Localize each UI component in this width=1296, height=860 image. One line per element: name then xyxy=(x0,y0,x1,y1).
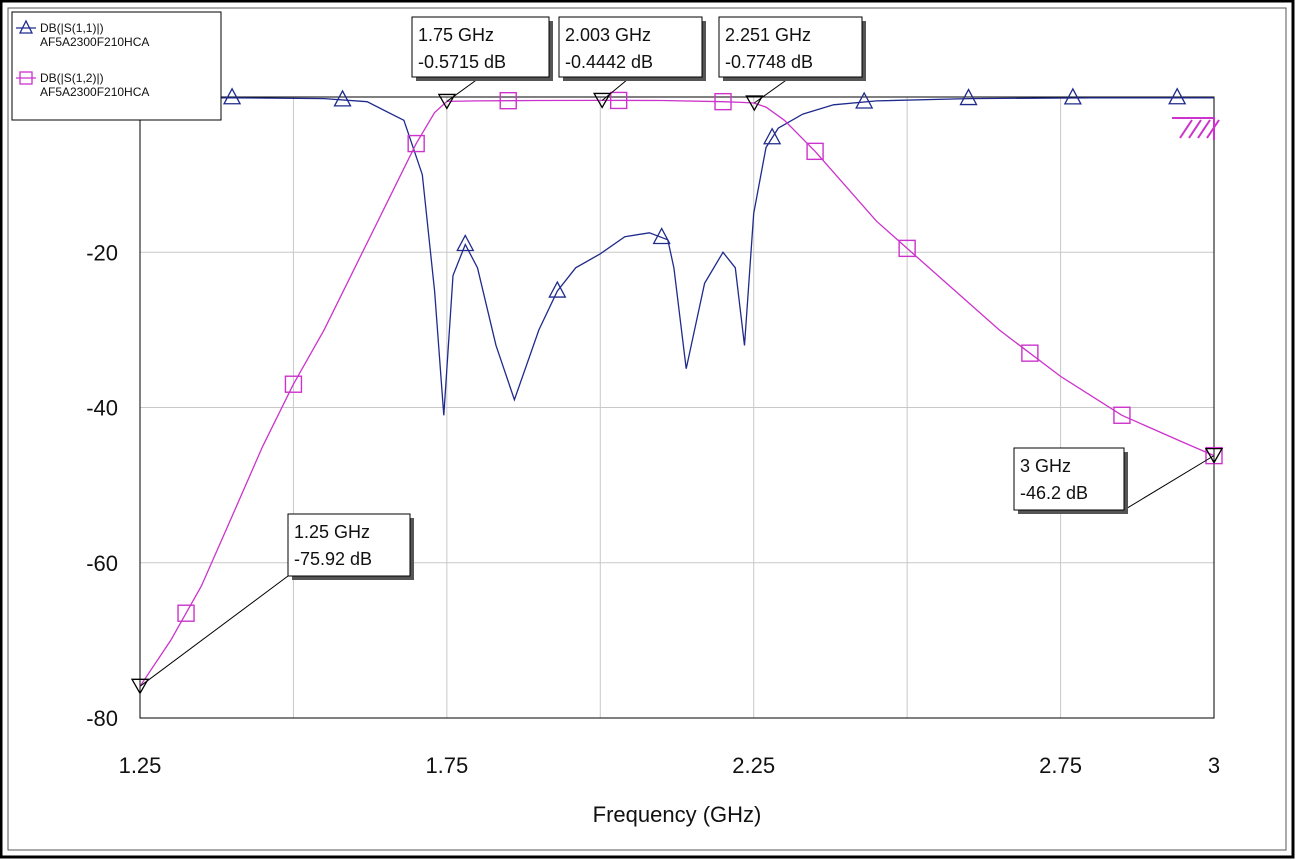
y-tick-label: -40 xyxy=(86,396,118,421)
marker-box[interactable] xyxy=(411,16,550,78)
legend-series-name: DB(|S(1,2)|) xyxy=(40,71,104,85)
y-tick-label: -60 xyxy=(86,551,118,576)
x-tick-label: 2.25 xyxy=(732,753,775,778)
marker-symbol xyxy=(130,678,150,695)
window-border-inner xyxy=(7,7,1287,851)
series-1-point xyxy=(1168,87,1187,105)
marker-symbol xyxy=(745,95,764,112)
series-1-point xyxy=(333,89,352,107)
y-tick-label: -20 xyxy=(86,240,118,265)
y-tick-label: -80 xyxy=(86,706,118,731)
series-2-point xyxy=(898,239,916,258)
plot-area xyxy=(139,96,1215,719)
series-1-point xyxy=(959,88,978,106)
marker-value: -75.92 dB xyxy=(294,549,372,569)
marker-symbol xyxy=(1204,447,1224,464)
legend-square-icon xyxy=(19,71,33,85)
x-axis-title: Frequency (GHz) xyxy=(593,802,762,827)
series-line-1 xyxy=(140,97,1214,416)
limit-hatch-icon xyxy=(1172,117,1220,140)
series-1-point xyxy=(652,227,671,245)
marker-box[interactable] xyxy=(558,16,703,78)
series-2-point xyxy=(1021,344,1039,362)
marker-value: -46.2 dB xyxy=(1020,483,1088,503)
x-tick-label: 1.75 xyxy=(425,753,468,778)
marker-box[interactable] xyxy=(718,16,863,78)
series-2-point xyxy=(609,91,628,110)
x-tick-label: 2.75 xyxy=(1039,753,1082,778)
x-tick-label: 1.25 xyxy=(119,753,162,778)
marker-frequency: 2.003 GHz xyxy=(565,25,651,45)
marker-symbol xyxy=(593,92,612,109)
marker-value: -0.4442 dB xyxy=(565,52,653,72)
series-1-point xyxy=(855,91,874,109)
series-1-point xyxy=(548,280,567,298)
legend-item-1[interactable]: DB(|S(1,1)|)AF5A2300F210HCA xyxy=(16,19,149,49)
series-2-point xyxy=(177,604,195,622)
tick-labels: 1.25 1.75 2.25 2.75 3 -20 -40 -60 -80 xyxy=(86,240,1220,778)
series-2-point xyxy=(806,142,824,161)
markers-group: 1.75 GHz -0.5715 dB 2.003 GHz -0.4442 dB 2.2… xyxy=(130,16,1224,695)
series-1-point xyxy=(222,87,242,105)
marker-frequency: 3 GHz xyxy=(1020,456,1071,476)
marker-leader-line xyxy=(1123,455,1215,511)
series-1-point xyxy=(763,127,782,145)
series-2-point xyxy=(284,375,303,393)
marker-frequency: 1.75 GHz xyxy=(418,25,494,45)
series-2-point xyxy=(1113,406,1131,424)
legend-series-name: DB(|S(1,1)|) xyxy=(40,21,104,35)
series-group xyxy=(130,87,1223,687)
legend[interactable]: DB(|S(1,1)|)AF5A2300F210HCADB(|S(1,2)|)A… xyxy=(11,11,222,121)
legend-triangle-icon xyxy=(18,19,34,34)
marker-box[interactable] xyxy=(1013,447,1125,511)
marker-frequency: 1.25 GHz xyxy=(294,522,370,542)
series-line-2 xyxy=(139,99,1215,687)
grid xyxy=(140,97,1214,718)
series-2-point xyxy=(714,92,732,111)
marker-box[interactable] xyxy=(287,513,411,577)
legend-item-2[interactable]: DB(|S(1,2)|)AF5A2300F210HCA xyxy=(16,71,149,99)
marker-value: -0.5715 dB xyxy=(418,52,506,72)
marker-leader-line xyxy=(139,575,289,687)
series-1-point xyxy=(456,234,475,252)
marker-value: -0.7748 dB xyxy=(725,52,813,72)
legend-series-subname: AF5A2300F210HCA xyxy=(40,35,149,49)
marker-frequency: 2.251 GHz xyxy=(725,25,811,45)
series-1-point xyxy=(1063,87,1082,105)
x-tick-label: 3 xyxy=(1208,753,1220,778)
marker-symbol xyxy=(437,93,456,110)
legend-box xyxy=(11,11,222,121)
series-2-point xyxy=(407,134,425,153)
legend-series-subname: AF5A2300F210HCA xyxy=(40,85,149,99)
series-2-point xyxy=(499,91,517,110)
